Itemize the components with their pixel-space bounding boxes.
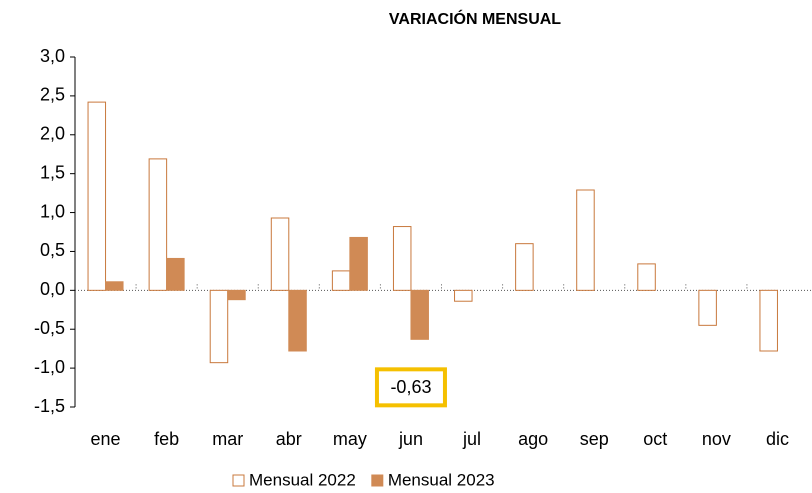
bar xyxy=(637,263,656,291)
x-tick-label: jul xyxy=(462,429,481,449)
bar xyxy=(209,289,229,364)
y-tick-label: 0,0 xyxy=(40,279,65,299)
value-label-box xyxy=(374,367,447,408)
legend-swatch xyxy=(232,474,245,487)
bar xyxy=(576,189,595,291)
y-tick-label: 1,0 xyxy=(40,201,65,221)
bar xyxy=(454,289,473,302)
y-tick-label: 2,5 xyxy=(40,85,65,105)
legend-label: Mensual 2023 xyxy=(388,470,495,489)
value-label: -0,63 xyxy=(390,377,431,397)
x-tick-label: dic xyxy=(766,429,789,449)
legend-swatch xyxy=(371,474,384,487)
bar xyxy=(148,158,168,291)
x-tick-label: may xyxy=(333,429,367,449)
bar xyxy=(166,257,185,291)
bar xyxy=(392,226,412,291)
x-tick-label: sep xyxy=(580,429,609,449)
bar xyxy=(288,289,307,352)
legend-label: Mensual 2022 xyxy=(249,470,356,489)
y-tick-label: 1,5 xyxy=(40,162,65,182)
y-tick-label: -1,5 xyxy=(34,396,65,416)
x-tick-label: jun xyxy=(398,429,423,449)
bar xyxy=(410,289,429,340)
x-tick-label: mar xyxy=(212,429,243,449)
bar xyxy=(227,289,246,301)
x-tick-label: feb xyxy=(154,429,179,449)
x-tick-label: nov xyxy=(702,429,731,449)
chart-title: VARIACIÓN MENSUAL xyxy=(389,9,561,28)
bar xyxy=(270,217,290,291)
x-tick-label: ago xyxy=(518,429,548,449)
bar xyxy=(515,243,534,291)
bar xyxy=(349,236,368,291)
y-tick-label: 3,0 xyxy=(40,46,65,66)
x-tick-label: ene xyxy=(91,429,121,449)
x-tick-label: oct xyxy=(643,429,667,449)
y-tick-label: 2,0 xyxy=(40,124,65,144)
bar xyxy=(759,289,778,352)
bar xyxy=(698,289,717,326)
bar xyxy=(87,101,107,291)
y-tick-label: 0,5 xyxy=(40,240,65,260)
y-tick-label: -1,0 xyxy=(34,357,65,377)
y-tick-label: -0,5 xyxy=(34,318,65,338)
bar xyxy=(331,270,351,291)
bar xyxy=(105,281,124,291)
x-tick-label: abr xyxy=(276,429,302,449)
